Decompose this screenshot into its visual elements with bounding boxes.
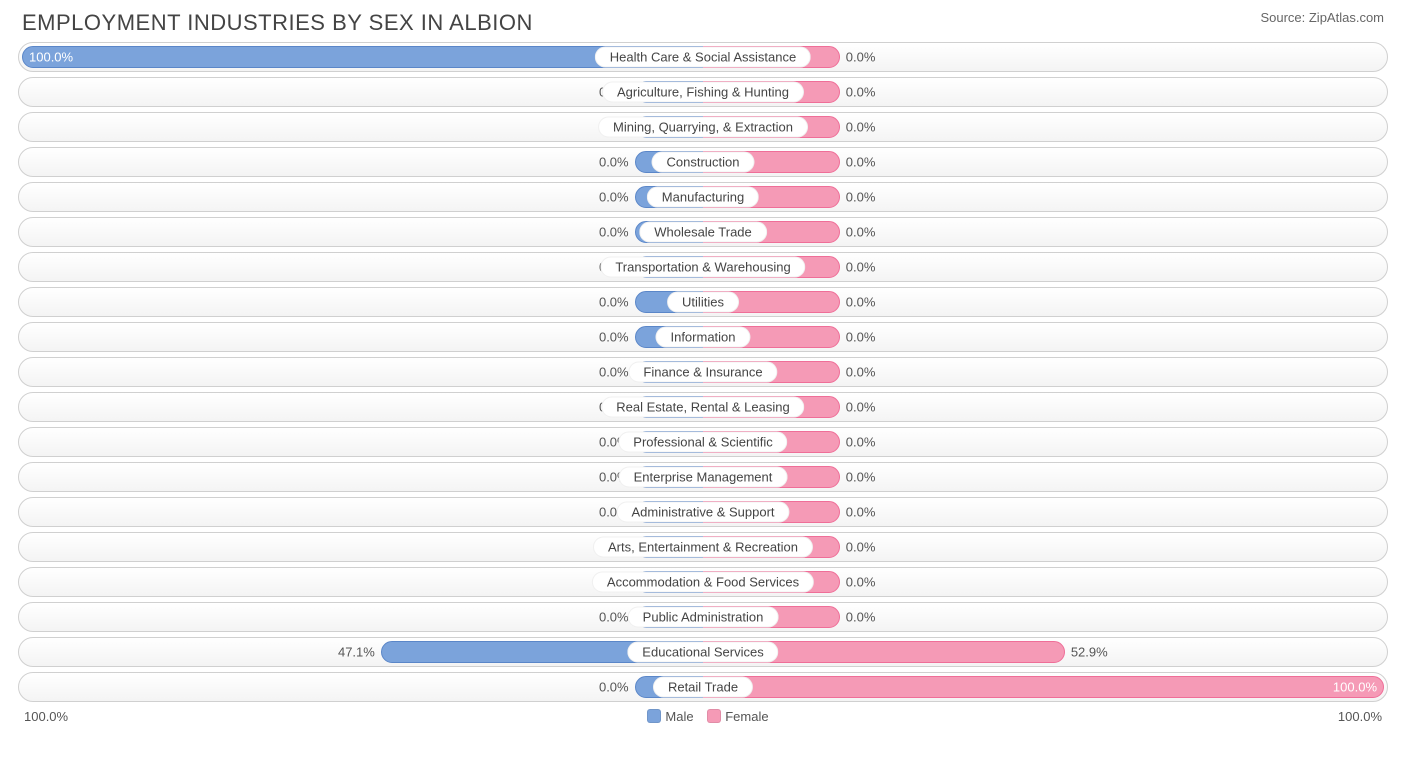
female-pct: 0.0%	[846, 155, 876, 170]
row-track: 0.0%0.0%Accommodation & Food Services	[18, 567, 1388, 597]
chart-source: Source: ZipAtlas.com	[1260, 10, 1384, 25]
row-track: 0.0%0.0%Enterprise Management	[18, 462, 1388, 492]
row-label: Health Care & Social Assistance	[595, 47, 811, 68]
female-pct: 0.0%	[846, 85, 876, 100]
row-track: 100.0% 0.0% Health Care & Social Assistanc…	[18, 42, 1388, 72]
female-pct: 100.0%	[1333, 680, 1377, 695]
row-label: Mining, Quarrying, & Extraction	[598, 117, 808, 138]
male-swatch	[647, 709, 661, 723]
female-pct: 0.0%	[846, 365, 876, 380]
female-swatch	[707, 709, 721, 723]
female-pct: 0.0%	[846, 330, 876, 345]
row-label: Construction	[652, 152, 755, 173]
row-track: 0.0%0.0%Mining, Quarrying, & Extraction	[18, 112, 1388, 142]
row-label: Enterprise Management	[619, 467, 788, 488]
row-track: 0.0% 100.0% Retail Trade	[18, 672, 1388, 702]
female-pct: 0.0%	[846, 225, 876, 240]
row-track: 0.0%0.0%Public Administration	[18, 602, 1388, 632]
row-label: Public Administration	[628, 607, 779, 628]
row-label: Educational Services	[627, 642, 778, 663]
row-track: 0.0% 0.0% Construction	[18, 147, 1388, 177]
female-pct: 0.0%	[846, 505, 876, 520]
row-label: Administrative & Support	[616, 502, 789, 523]
female-pct: 0.0%	[846, 295, 876, 310]
row-track: 47.1% 52.9% Educational Services	[18, 637, 1388, 667]
male-pct: 0.0%	[599, 190, 629, 205]
row-track: 0.0%0.0%Transportation & Warehousing	[18, 252, 1388, 282]
chart-area: 100.0% 0.0% Health Care & Social Assistanc…	[0, 42, 1406, 702]
female-pct: 0.0%	[846, 400, 876, 415]
legend: Male Female	[68, 709, 1338, 724]
row-label: Real Estate, Rental & Leasing	[601, 397, 804, 418]
female-pct: 0.0%	[846, 190, 876, 205]
row-label: Utilities	[667, 292, 739, 313]
row-track: 0.0%0.0%Professional & Scientific	[18, 427, 1388, 457]
male-pct: 0.0%	[599, 365, 629, 380]
male-pct: 0.0%	[599, 155, 629, 170]
row-label: Manufacturing	[647, 187, 759, 208]
legend-male-label: Male	[665, 709, 693, 724]
legend-female-label: Female	[725, 709, 768, 724]
female-pct: 0.0%	[846, 470, 876, 485]
row-label: Arts, Entertainment & Recreation	[593, 537, 813, 558]
row-track: 0.0%0.0%Agriculture, Fishing & Hunting	[18, 77, 1388, 107]
row-track: 0.0%0.0%Finance & Insurance	[18, 357, 1388, 387]
axis-right-label: 100.0%	[1338, 709, 1382, 724]
axis-left-label: 100.0%	[24, 709, 68, 724]
female-pct: 0.0%	[846, 435, 876, 450]
row-label: Transportation & Warehousing	[600, 257, 805, 278]
row-track: 0.0%0.0%Administrative & Support	[18, 497, 1388, 527]
male-pct: 0.0%	[599, 225, 629, 240]
male-pct: 0.0%	[599, 330, 629, 345]
row-track: 0.0%0.0%Real Estate, Rental & Leasing	[18, 392, 1388, 422]
row-track: 0.0% 0.0% Manufacturing	[18, 182, 1388, 212]
female-pct: 0.0%	[846, 575, 876, 590]
row-label: Agriculture, Fishing & Hunting	[602, 82, 804, 103]
row-label: Retail Trade	[653, 677, 753, 698]
female-pct: 0.0%	[846, 260, 876, 275]
row-label: Wholesale Trade	[639, 222, 767, 243]
female-pct: 0.0%	[846, 50, 876, 65]
row-track: 0.0% 0.0% Information	[18, 322, 1388, 352]
chart-title: EMPLOYMENT INDUSTRIES BY SEX IN ALBION	[22, 10, 533, 36]
row-track: 0.0% 0.0% Utilities	[18, 287, 1388, 317]
row-label: Accommodation & Food Services	[592, 572, 814, 593]
row-track: 0.0%0.0%Arts, Entertainment & Recreation	[18, 532, 1388, 562]
female-pct: 0.0%	[846, 610, 876, 625]
female-bar	[703, 676, 1384, 698]
row-label: Professional & Scientific	[618, 432, 787, 453]
female-pct: 52.9%	[1071, 645, 1108, 660]
female-pct: 0.0%	[846, 120, 876, 135]
male-pct: 0.0%	[599, 680, 629, 695]
male-pct: 100.0%	[29, 50, 73, 65]
male-pct: 0.0%	[599, 610, 629, 625]
male-pct: 47.1%	[338, 645, 375, 660]
row-label: Finance & Insurance	[628, 362, 777, 383]
female-pct: 0.0%	[846, 540, 876, 555]
male-pct: 0.0%	[599, 295, 629, 310]
row-track: 0.0% 0.0% Wholesale Trade	[18, 217, 1388, 247]
row-label: Information	[655, 327, 750, 348]
